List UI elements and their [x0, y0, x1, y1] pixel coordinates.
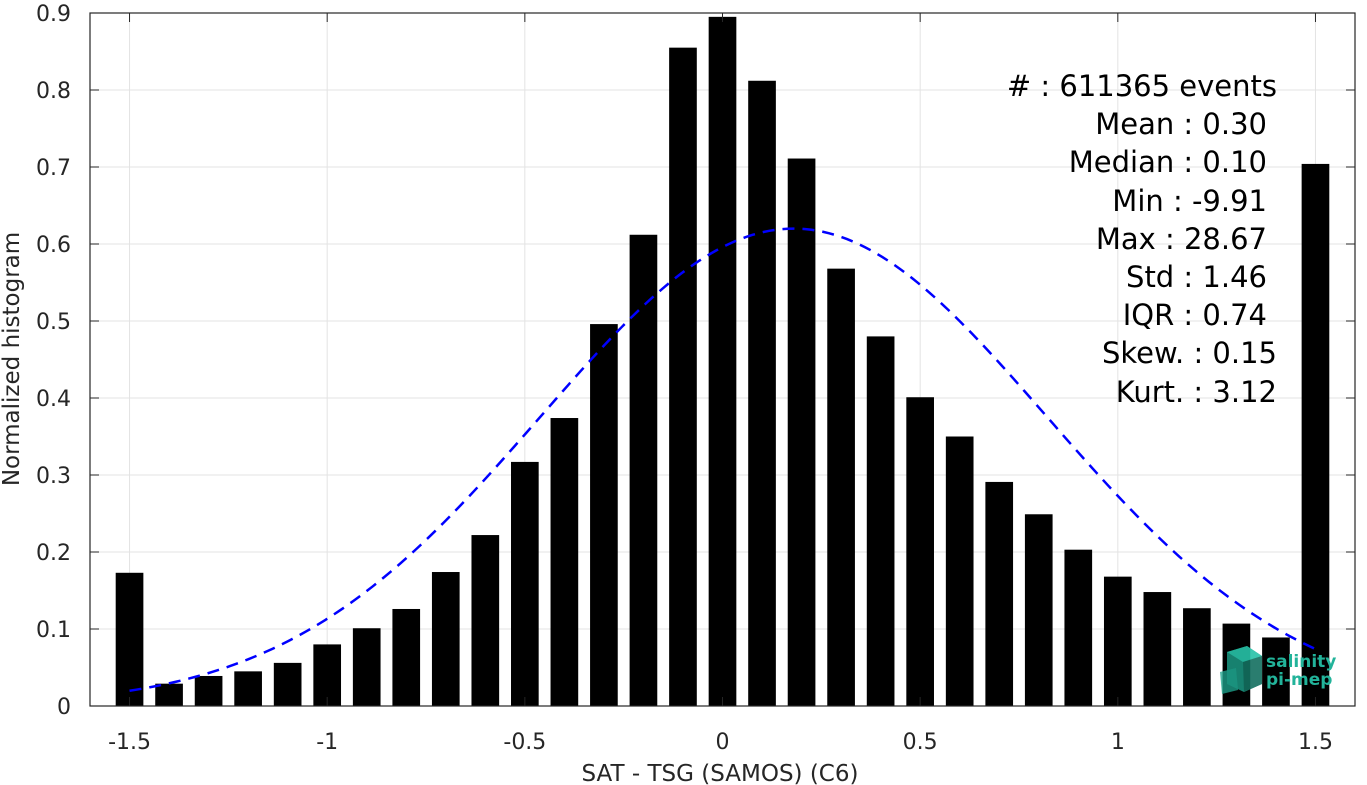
- stat-iqr: IQR : 0.74: [1123, 298, 1267, 332]
- histogram-bar: [1024, 514, 1053, 706]
- x-tick-label: 1.5: [1298, 730, 1333, 755]
- histogram-bar: [194, 675, 223, 706]
- stat-std: Std : 1.46: [1126, 260, 1267, 294]
- y-tick-label: 0.8: [36, 79, 71, 104]
- histogram-bar: [392, 608, 421, 706]
- stat-events: # : 611365 events: [1007, 69, 1277, 103]
- histogram-bar: [1103, 576, 1132, 706]
- x-tick-label: -0.5: [503, 730, 546, 755]
- histogram-bar: [1183, 608, 1211, 706]
- x-tick-label: -1.5: [108, 730, 151, 755]
- y-tick-label: 0.6: [36, 233, 71, 258]
- histogram-bar: [550, 418, 579, 706]
- salinity-logo: salinity pi-mep: [1220, 646, 1336, 694]
- y-tick-label: 0.1: [36, 618, 71, 643]
- histogram-bar: [669, 47, 697, 706]
- histogram-bar: [827, 268, 855, 706]
- histogram-bar: [431, 572, 460, 706]
- y-tick-label: 0.4: [36, 387, 71, 412]
- axis-ticks: [90, 12, 1355, 707]
- histogram-bar: [787, 158, 816, 706]
- stats-box: # : 611365 events Mean : 0.30 Median : 0…: [1007, 69, 1277, 409]
- stat-max: Max : 28.67: [1096, 222, 1267, 256]
- logo-line1: salinity: [1266, 652, 1336, 672]
- y-tick-labels: 0 0.1 0.2 0.3 0.4 0.5 0.6 0.7 0.8 0.9: [36, 2, 71, 720]
- histogram-bar: [471, 535, 500, 706]
- histogram-bar: [1064, 549, 1093, 706]
- histogram-bar: [590, 324, 618, 706]
- stat-skew: Skew. : 0.15: [1102, 336, 1277, 370]
- cube-icon: [1220, 646, 1262, 694]
- x-tick-labels: -1.5 -1 -0.5 0 0.5 1 1.5: [108, 730, 1333, 755]
- histogram-bar: [234, 671, 262, 706]
- stat-mean: Mean : 0.30: [1095, 107, 1267, 141]
- y-tick-label: 0: [57, 695, 71, 720]
- stat-kurt: Kurt. : 3.12: [1116, 375, 1277, 409]
- histogram-bar: [1143, 592, 1172, 706]
- histogram-bar: [273, 662, 302, 706]
- histogram-bar: [945, 436, 974, 706]
- histogram-bar: [313, 644, 342, 706]
- histogram-bar: [115, 572, 144, 706]
- x-tick-label: 1: [1111, 730, 1125, 755]
- histogram-bar: [985, 481, 1014, 706]
- y-tick-label: 0.3: [36, 464, 71, 489]
- histogram-bar: [1301, 163, 1330, 707]
- histogram-bar: [629, 234, 658, 706]
- x-tick-label: 0.5: [903, 730, 938, 755]
- x-tick-label: -1: [316, 730, 338, 755]
- logo-line2: pi-mep: [1266, 670, 1332, 690]
- stat-min: Min : -9.91: [1112, 184, 1267, 218]
- histogram-bar: [866, 336, 895, 706]
- x-tick-label: 0: [716, 730, 730, 755]
- histogram-bar: [708, 16, 737, 707]
- histogram-bar: [748, 80, 776, 706]
- y-tick-label: 0.7: [36, 156, 71, 181]
- y-tick-label: 0.5: [36, 310, 71, 335]
- x-axis-title: SAT - TSG (SAMOS) (C6): [582, 761, 859, 785]
- histogram-bar: [906, 397, 934, 706]
- histogram-bar: [511, 461, 539, 706]
- y-axis-title: Normalized histogram: [0, 232, 25, 486]
- histogram-bar: [352, 628, 381, 706]
- y-tick-label: 0.9: [36, 2, 71, 27]
- histogram-bar: [1262, 637, 1290, 706]
- histogram-bar: [155, 683, 183, 706]
- fit-curve: [129, 227, 1317, 693]
- y-tick-label: 0.2: [36, 541, 71, 566]
- stat-median: Median : 0.10: [1069, 145, 1267, 179]
